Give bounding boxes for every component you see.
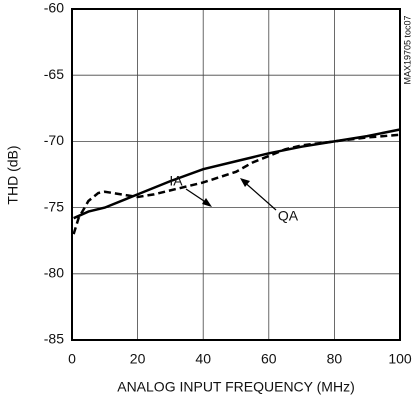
x-axis-label: ANALOG INPUT FREQUENCY (MHz) (117, 379, 355, 395)
plot: -85 -80 -75 -70 -65 -60 0 20 40 60 80 100 (44, 0, 412, 367)
y-tick-label: -65 (44, 66, 64, 82)
x-tick-label: 60 (261, 351, 277, 367)
series-annotation: IA (169, 173, 183, 189)
annotation-arrow (241, 179, 277, 211)
plot-frame (71, 8, 401, 341)
y-tick-label: -60 (44, 0, 64, 16)
data-line (73, 128, 401, 220)
data-line (72, 133, 401, 235)
y-tick-label: -70 (44, 132, 64, 148)
x-tick-label: 40 (195, 351, 211, 367)
x-tick-label: 80 (327, 351, 343, 367)
y-tick-label: -85 (44, 331, 64, 347)
x-tick-label: 20 (130, 351, 146, 367)
x-tick-label: 0 (68, 351, 76, 367)
side-note: MAX19705 toc07 (402, 15, 412, 84)
series-annotation: QA (278, 208, 299, 224)
y-tick-label: -75 (44, 198, 64, 214)
x-tick-label: 100 (388, 351, 412, 367)
y-tick-label: -80 (44, 265, 64, 281)
arrow-head (240, 178, 250, 187)
y-axis-label: THD (dB) (5, 145, 21, 204)
arrow-head (202, 198, 212, 207)
